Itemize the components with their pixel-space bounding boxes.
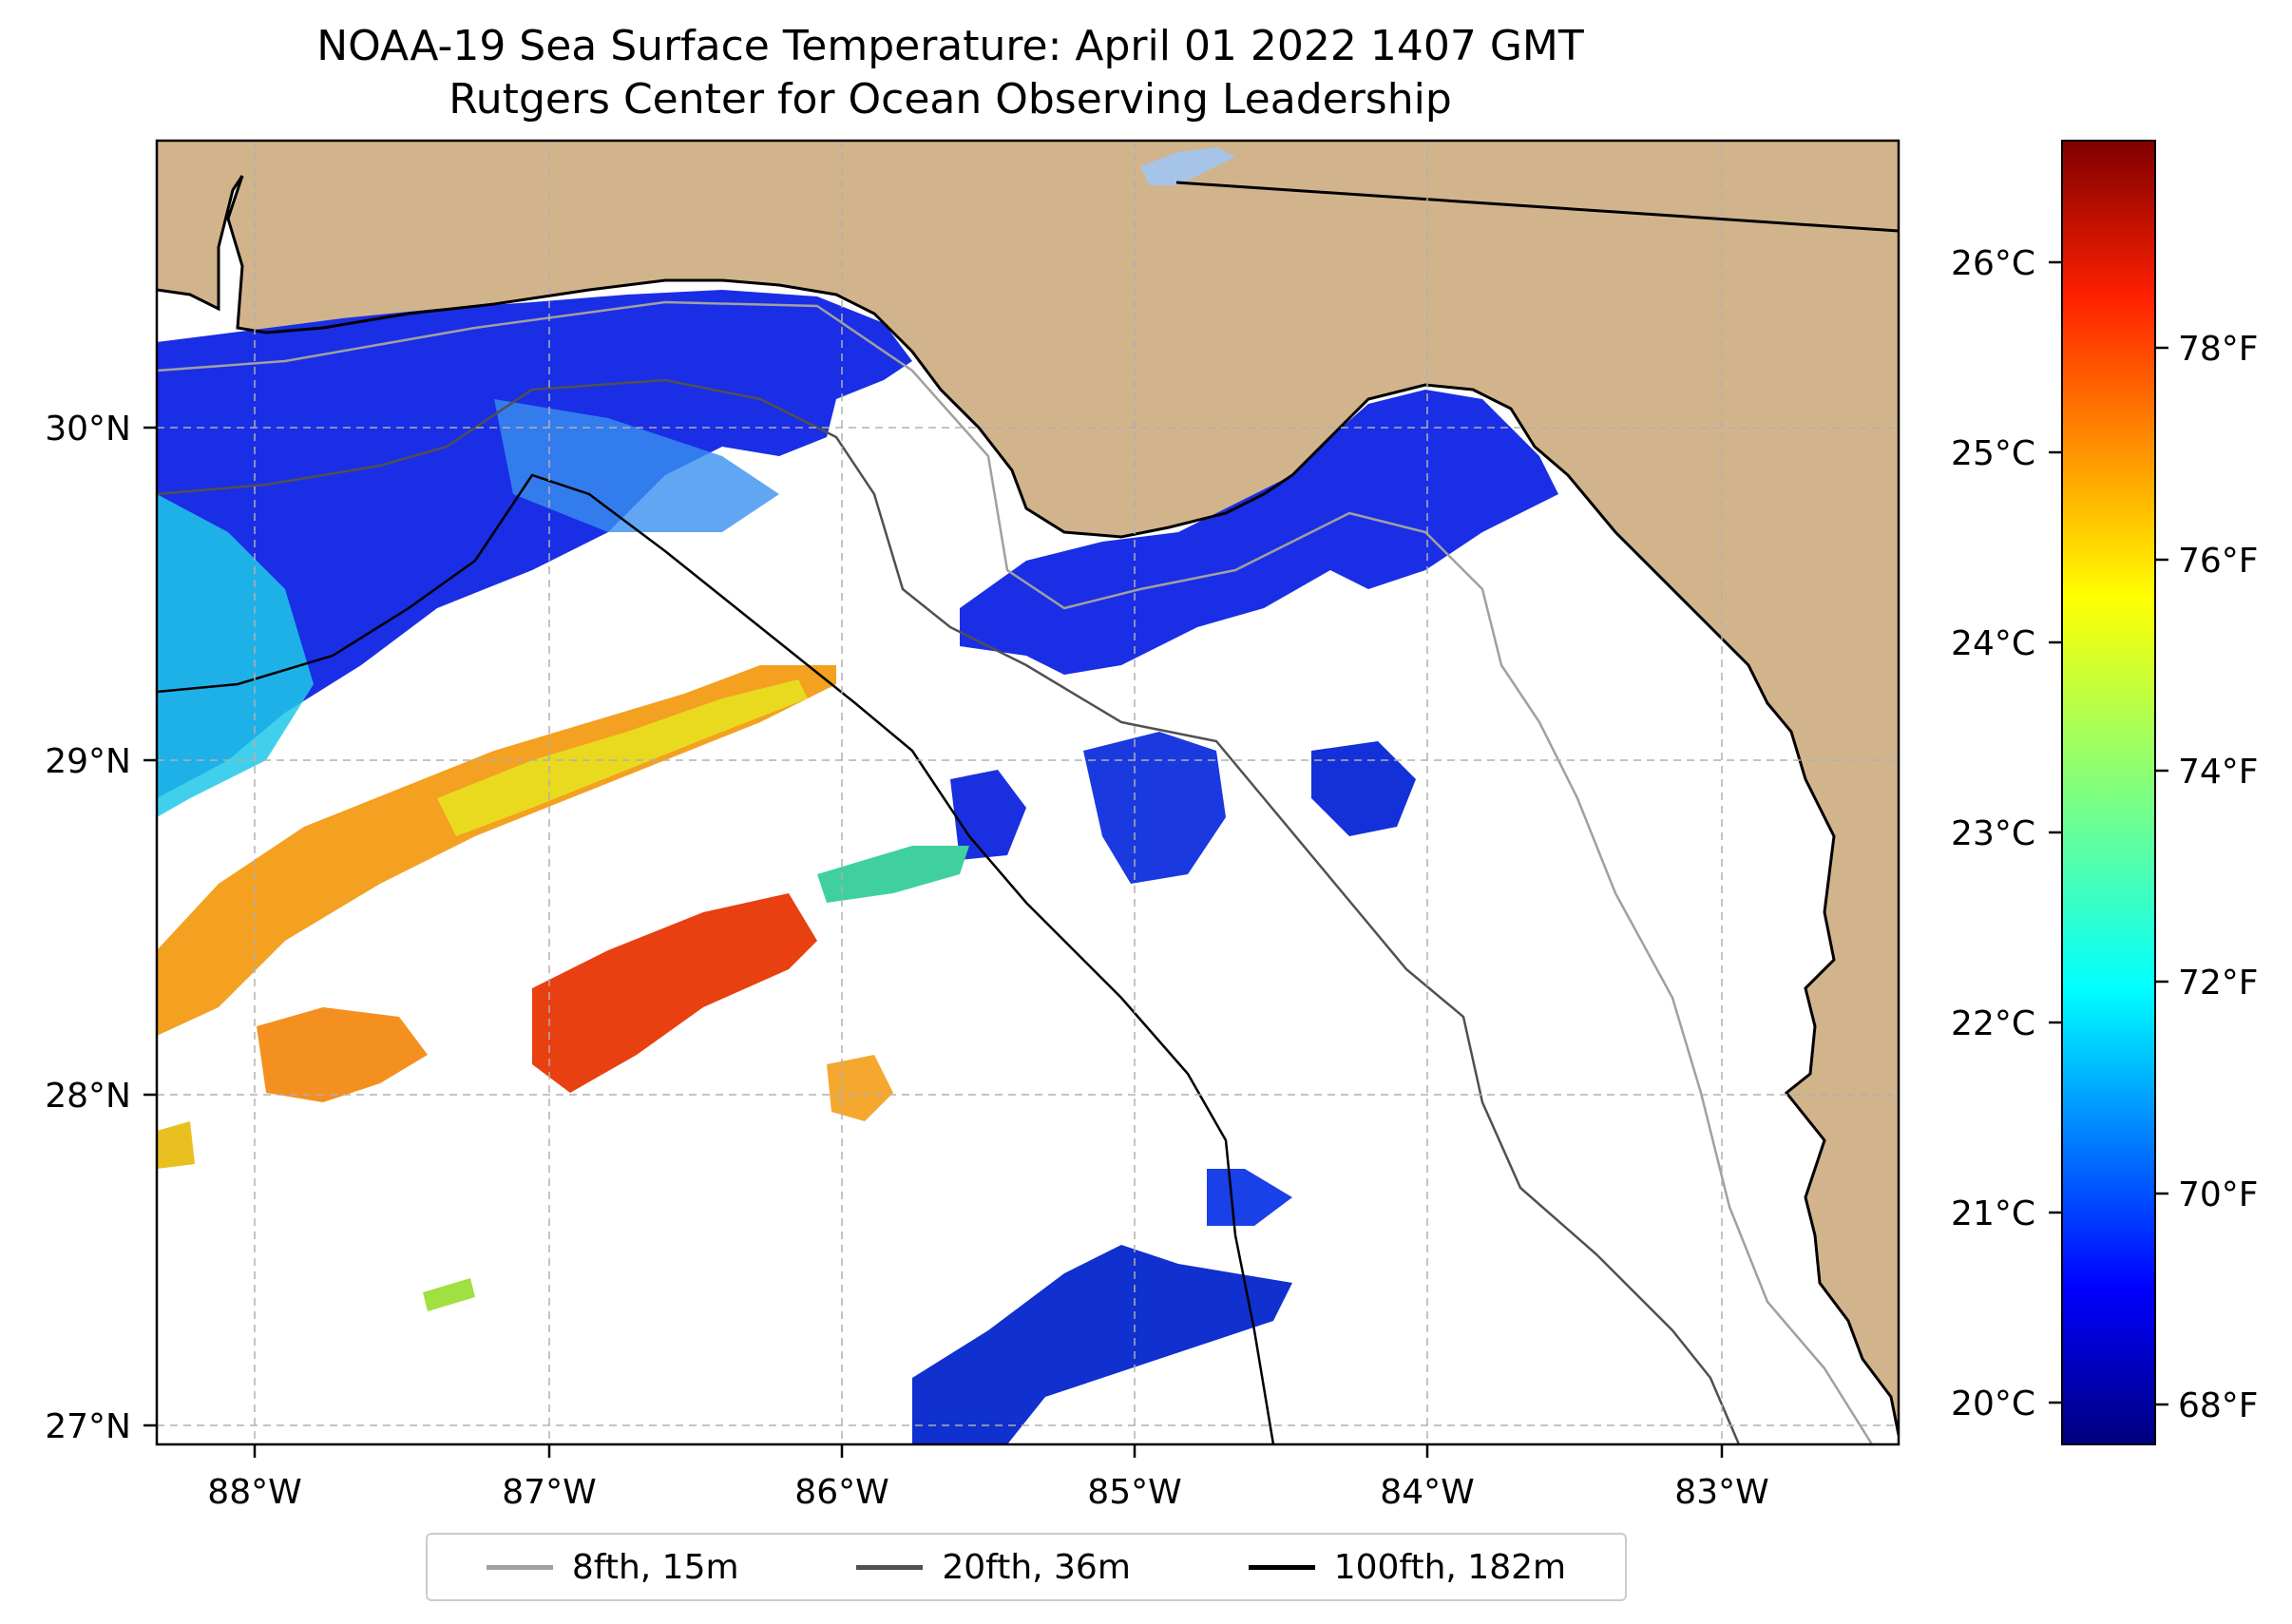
sst-orange-patch-2 <box>827 1055 893 1121</box>
sst-blue-blob-1 <box>1083 732 1226 884</box>
lon-tick-label: 88°W <box>207 1473 301 1512</box>
colorbar-fahrenheit-ticks <box>2155 346 2168 1406</box>
sst-small-patch <box>423 1278 475 1311</box>
state-border <box>1175 181 1899 233</box>
colorbar-fahrenheit-label: 76°F <box>2178 542 2259 581</box>
colorbar-celsius-label: 25°C <box>1951 434 2035 473</box>
colorbar-fahrenheit-label: 78°F <box>2178 330 2259 369</box>
legend-item-8fth: 8fth, 15m <box>486 1547 739 1587</box>
lon-tick-label: 83°W <box>1674 1473 1768 1512</box>
map-layers <box>157 141 1899 1444</box>
sst-orange-patch <box>257 1007 428 1102</box>
lon-tick-marks <box>253 1444 1724 1458</box>
legend-line-swatch <box>856 1564 924 1570</box>
coastline <box>157 175 1899 1436</box>
colorbar <box>2061 140 2156 1445</box>
colorbar-celsius-label: 26°C <box>1951 244 2035 283</box>
legend-label: 20fth, 36m <box>942 1547 1131 1587</box>
legend-item-100fth: 100fth, 182m <box>1248 1547 1567 1587</box>
colorbar-fahrenheit-label: 74°F <box>2178 753 2259 792</box>
sst-blue-blob-3 <box>912 1245 1292 1444</box>
lon-tick-label: 85°W <box>1087 1473 1181 1512</box>
sst-blue-blob-2 <box>1311 741 1416 836</box>
sst-yellow-patch <box>157 1121 195 1169</box>
colorbar-celsius-label: 24°C <box>1951 624 2035 663</box>
colorbar-celsius-ticks <box>2049 260 2062 1404</box>
sst-bigbend-band <box>960 390 1558 675</box>
map-title-line1: NOAA-19 Sea Surface Temperature: April 0… <box>316 22 1584 70</box>
sst-cyan-patch <box>157 494 314 817</box>
sst-green-filament <box>817 846 969 903</box>
legend-line-swatch <box>1248 1564 1315 1570</box>
contour-8fth <box>157 300 1874 1444</box>
sst-hot-patch <box>532 893 817 1093</box>
lon-tick-label: 87°W <box>502 1473 596 1512</box>
lat-tick-label: 30°N <box>45 410 131 449</box>
legend-item-20fth: 20fth, 36m <box>856 1548 1131 1587</box>
colorbar-celsius-label: 22°C <box>1951 1004 2035 1043</box>
legend-line-swatch <box>486 1564 553 1570</box>
map-title-line2: Rutgers Center for Ocean Observing Leade… <box>449 75 1452 124</box>
lat-tick-label: 27°N <box>45 1407 131 1446</box>
sst-blue-blob-4 <box>1207 1169 1292 1226</box>
contour-100fth <box>157 473 1275 1444</box>
colorbar-celsius-label: 21°C <box>1951 1194 2035 1233</box>
lake <box>1140 147 1235 185</box>
land-mass <box>157 141 1899 1435</box>
lat-tick-label: 29°N <box>45 742 131 781</box>
gridlines <box>157 141 1899 1444</box>
legend: 8fth, 15m 20fth, 36m 100fth, 182m <box>426 1533 1627 1601</box>
lat-tick-label: 28°N <box>45 1077 131 1116</box>
sst-lightblue-swirl <box>494 399 779 532</box>
colorbar-celsius-label: 20°C <box>1951 1385 2035 1423</box>
lon-tick-label: 86°W <box>794 1473 888 1512</box>
legend-label: 100fth, 182m <box>1333 1547 1567 1587</box>
lat-tick-marks <box>143 426 157 1427</box>
colorbar-fahrenheit-label: 72°F <box>2178 964 2259 1003</box>
map-frame <box>155 139 1900 1446</box>
contour-20fth <box>157 378 1741 1444</box>
sst-warm-filament-1 <box>157 665 836 1036</box>
sst-yellow-filament <box>437 679 808 836</box>
lon-tick-label: 84°W <box>1380 1473 1474 1512</box>
colorbar-celsius-label: 23°C <box>1951 814 2035 853</box>
colorbar-fahrenheit-label: 68°F <box>2178 1386 2259 1425</box>
sst-coastal-band <box>157 290 912 798</box>
legend-label: 8fth, 15m <box>571 1547 739 1587</box>
colorbar-fahrenheit-label: 70°F <box>2178 1175 2259 1214</box>
